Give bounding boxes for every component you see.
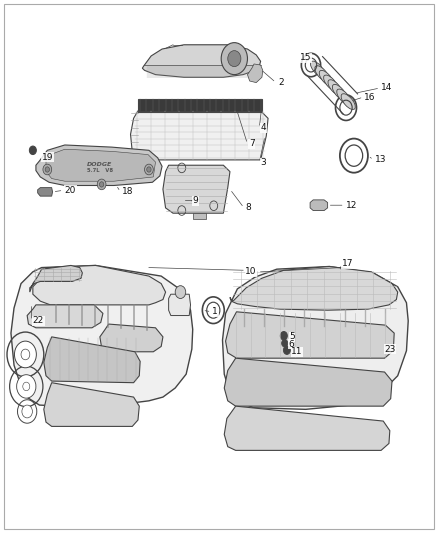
Ellipse shape: [332, 84, 346, 100]
Text: 17: 17: [342, 260, 353, 268]
Circle shape: [17, 375, 36, 398]
Text: 14: 14: [381, 84, 392, 92]
Text: 5.7L   V8: 5.7L V8: [87, 168, 113, 173]
Polygon shape: [223, 266, 408, 409]
Text: 3: 3: [261, 158, 266, 167]
Text: 15: 15: [300, 53, 311, 62]
Text: 4: 4: [261, 124, 266, 132]
Text: 5: 5: [289, 333, 295, 341]
Ellipse shape: [337, 89, 351, 105]
Circle shape: [99, 182, 104, 187]
Text: ·: ·: [29, 144, 32, 154]
Circle shape: [147, 167, 151, 172]
Circle shape: [280, 332, 287, 340]
Polygon shape: [33, 265, 166, 305]
Polygon shape: [11, 265, 193, 408]
Ellipse shape: [319, 70, 333, 86]
Polygon shape: [46, 149, 155, 181]
Text: 12: 12: [346, 201, 357, 209]
Ellipse shape: [328, 80, 342, 95]
Polygon shape: [38, 188, 53, 196]
Circle shape: [45, 167, 49, 172]
Text: 2: 2: [278, 78, 284, 87]
Circle shape: [207, 302, 220, 318]
Circle shape: [21, 349, 30, 360]
Text: 8: 8: [245, 204, 251, 212]
Ellipse shape: [315, 66, 329, 82]
Text: 7: 7: [249, 140, 254, 148]
Polygon shape: [36, 145, 162, 185]
Polygon shape: [100, 324, 163, 352]
Text: 22: 22: [33, 317, 44, 325]
Polygon shape: [30, 265, 82, 292]
Text: 1: 1: [212, 308, 218, 316]
Circle shape: [221, 43, 247, 75]
Polygon shape: [226, 312, 394, 358]
Polygon shape: [27, 305, 103, 328]
Circle shape: [282, 340, 288, 347]
Text: 23: 23: [385, 345, 396, 353]
Text: 13: 13: [374, 156, 386, 164]
Circle shape: [22, 405, 32, 418]
Polygon shape: [224, 358, 392, 406]
Polygon shape: [193, 213, 206, 219]
Polygon shape: [224, 406, 390, 450]
Ellipse shape: [324, 75, 338, 91]
Circle shape: [283, 346, 290, 354]
Polygon shape: [310, 200, 328, 211]
Circle shape: [305, 58, 317, 72]
Text: DODGE: DODGE: [87, 161, 113, 167]
Circle shape: [97, 179, 106, 190]
Polygon shape: [163, 165, 230, 213]
Polygon shape: [138, 99, 262, 111]
Circle shape: [29, 146, 36, 155]
Polygon shape: [247, 64, 263, 83]
Polygon shape: [142, 45, 261, 77]
Circle shape: [345, 145, 363, 166]
Circle shape: [175, 286, 186, 298]
Text: 11: 11: [291, 348, 303, 356]
Circle shape: [43, 164, 52, 175]
Polygon shape: [230, 266, 398, 310]
Text: 6: 6: [288, 340, 294, 349]
Polygon shape: [44, 337, 140, 383]
Text: 16: 16: [364, 93, 376, 101]
Text: 20: 20: [65, 186, 76, 195]
Ellipse shape: [341, 94, 355, 109]
Text: 19: 19: [42, 153, 53, 161]
Circle shape: [228, 51, 241, 67]
Circle shape: [340, 100, 352, 115]
Circle shape: [14, 341, 36, 368]
Polygon shape: [131, 111, 268, 160]
Text: 10: 10: [245, 268, 257, 276]
Circle shape: [145, 164, 153, 175]
Polygon shape: [169, 294, 191, 316]
Text: 18: 18: [122, 188, 133, 196]
Text: 9: 9: [193, 197, 198, 205]
Ellipse shape: [311, 61, 325, 77]
Polygon shape: [44, 383, 139, 426]
Circle shape: [23, 382, 30, 391]
